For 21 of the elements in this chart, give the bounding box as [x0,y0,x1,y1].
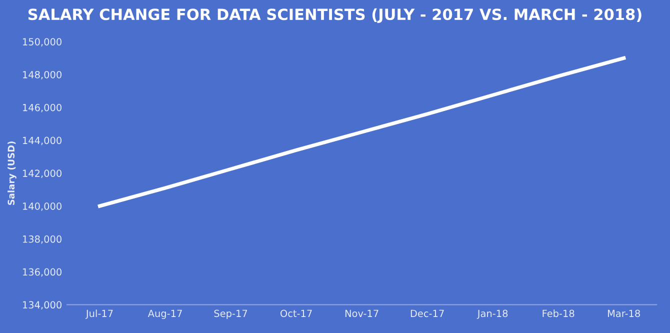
y-tick-label: 142,000 [23,170,62,178]
x-tick-label: Nov-17 [345,310,378,318]
y-tick-label: 134,000 [23,301,62,310]
x-tick-label: Mar-18 [608,310,640,318]
x-tick-label: Oct-17 [280,310,312,318]
y-tick-label: 144,000 [23,136,62,146]
y-tick-label: 138,000 [23,235,62,244]
x-tick-label: Sep-17 [214,310,248,319]
x-tick-label: Feb-18 [542,310,574,318]
line-series [98,56,626,208]
x-tick-label: Jan-18 [476,310,508,319]
y-axis-title: Salary (USD) [8,142,16,205]
x-tick-label: Dec-17 [410,310,444,318]
x-tick-label: Aug-17 [148,310,182,319]
y-tick-label: 136,000 [23,268,62,277]
y-tick-label: 148,000 [23,70,62,80]
chart-title: SALARY CHANGE FOR DATA SCIENTISTS (JULY - 2017 VS. MARCH - 2018) [28,8,642,23]
y-tick-label: 146,000 [23,104,62,112]
y-tick-label: 140,000 [23,202,62,211]
y-tick-label: 150,000 [23,38,62,46]
x-tick-label: Jul-17 [85,310,113,319]
